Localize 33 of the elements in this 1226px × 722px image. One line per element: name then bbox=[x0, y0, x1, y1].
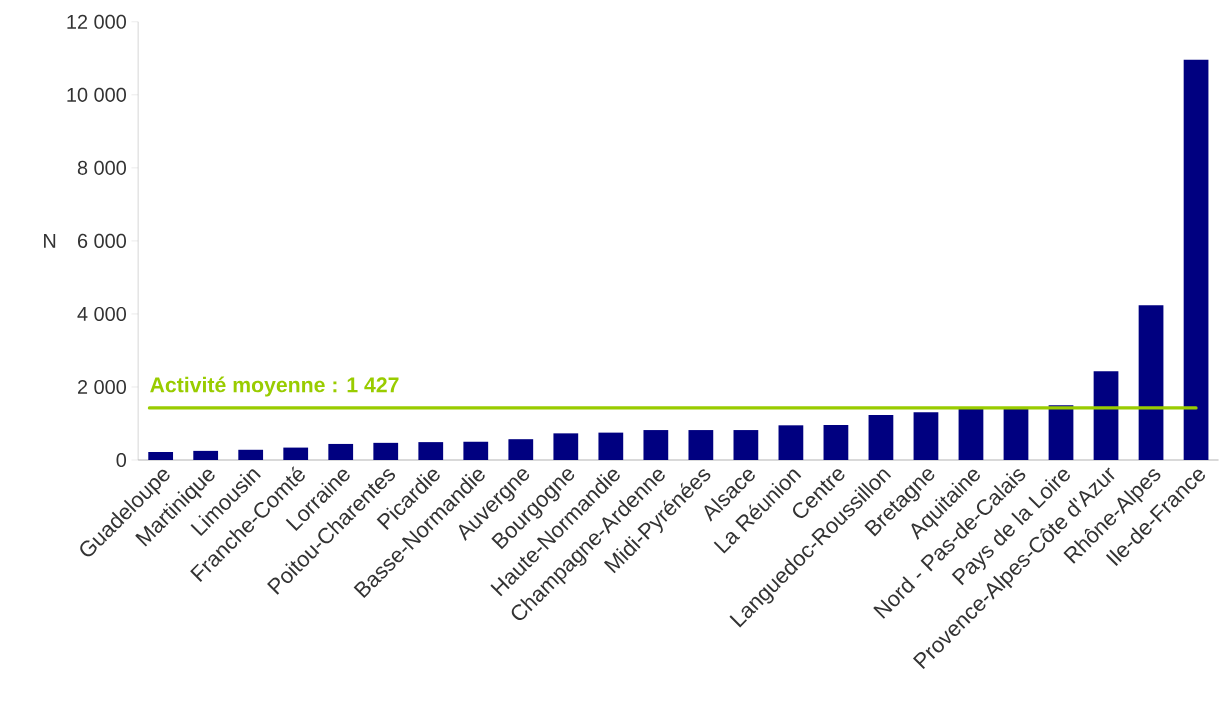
bar bbox=[643, 430, 669, 460]
bar bbox=[508, 439, 534, 460]
bar bbox=[823, 424, 849, 460]
bar bbox=[598, 432, 624, 460]
y-tick-label: 4 000 bbox=[77, 306, 127, 321]
bar bbox=[328, 443, 354, 460]
bar bbox=[868, 415, 894, 460]
bar bbox=[193, 450, 219, 460]
y-axis-title: N bbox=[44, 234, 56, 248]
bar bbox=[238, 449, 264, 460]
y-tick-label: 10 000 bbox=[67, 87, 126, 102]
y-tick-label: 8 000 bbox=[77, 160, 127, 175]
bar bbox=[463, 441, 489, 460]
bar bbox=[958, 408, 984, 460]
bar bbox=[1138, 305, 1164, 460]
y-tick-label: 2 000 bbox=[77, 379, 127, 394]
bar bbox=[1183, 59, 1209, 460]
bar bbox=[778, 425, 804, 460]
bar bbox=[1093, 371, 1119, 460]
y-tick-label: 12 000 bbox=[67, 14, 126, 29]
bar bbox=[283, 447, 309, 460]
bar bbox=[733, 430, 759, 460]
bar bbox=[373, 442, 399, 460]
y-tick-label: 0 bbox=[116, 452, 127, 468]
bar bbox=[148, 451, 174, 460]
bar bbox=[553, 433, 579, 460]
ref-line-label: Activité moyenne : 1 427 bbox=[150, 376, 399, 397]
bar bbox=[1003, 408, 1029, 460]
bar bbox=[1048, 405, 1074, 460]
bar bbox=[418, 442, 444, 460]
bar bbox=[913, 412, 939, 460]
bar bbox=[688, 430, 714, 460]
y-tick-label: 6 000 bbox=[78, 233, 127, 248]
